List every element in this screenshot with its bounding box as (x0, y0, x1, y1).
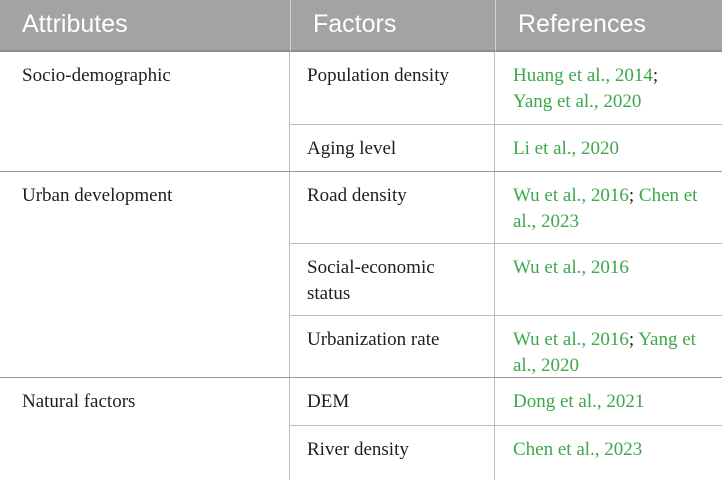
factor-cell: Urbanization rate (290, 316, 495, 378)
header-attributes: Attributes (0, 0, 290, 52)
header-references: References (495, 0, 722, 52)
reference-cell: Dong et al., 2021 (495, 378, 722, 426)
header-factors: Factors (290, 0, 495, 52)
factor-cell: Road density (290, 172, 495, 244)
factor-line: Social-economic (307, 257, 435, 278)
factor-cell: Aging level (290, 125, 495, 172)
reference-cell: Wu et al., 2016 (495, 244, 722, 316)
attribute-cell: Urban development (0, 172, 290, 378)
reference-cell: Huang et al., 2014; Yang et al., 2020 (495, 52, 722, 125)
reference-link[interactable]: Yang et al., 2020 (513, 91, 642, 112)
reference-cell: Li et al., 2020 (495, 125, 722, 172)
attribute-cell: Natural factors (0, 378, 290, 480)
reference-separator: ; (628, 185, 639, 206)
reference-link[interactable]: Huang et al., 2014 (513, 65, 653, 86)
reference-link[interactable]: Yang et al., 2020 (513, 329, 696, 376)
factor-cell: Population density (290, 52, 495, 125)
attribute-cell: Socio-demographic (0, 52, 290, 172)
reference-cell: Wu et al., 2016; Chen et al., 2023 (495, 172, 722, 244)
reference-link[interactable]: Chen et al., 2023 (513, 185, 698, 232)
factor-cell: River density (290, 426, 495, 480)
factor-line: status (307, 283, 351, 304)
reference-link[interactable]: Wu et al., 2016 (513, 185, 629, 206)
reference-separator: ; (628, 329, 639, 350)
reference-link[interactable]: Chen et al., 2023 (513, 439, 643, 460)
reference-link[interactable]: Wu et al., 2016 (513, 329, 629, 350)
reference-link[interactable]: Wu et al., 2016 (513, 257, 629, 278)
factor-cell: Social-economic status (290, 244, 495, 316)
factor-cell: DEM (290, 378, 495, 426)
reference-separator: ; (652, 65, 659, 86)
reference-link[interactable]: Li et al., 2020 (513, 138, 620, 159)
reference-link[interactable]: Dong et al., 2021 (513, 391, 645, 412)
reference-cell: Wu et al., 2016; Yang et al., 2020 (495, 316, 722, 378)
reference-cell: Chen et al., 2023 (495, 426, 722, 480)
